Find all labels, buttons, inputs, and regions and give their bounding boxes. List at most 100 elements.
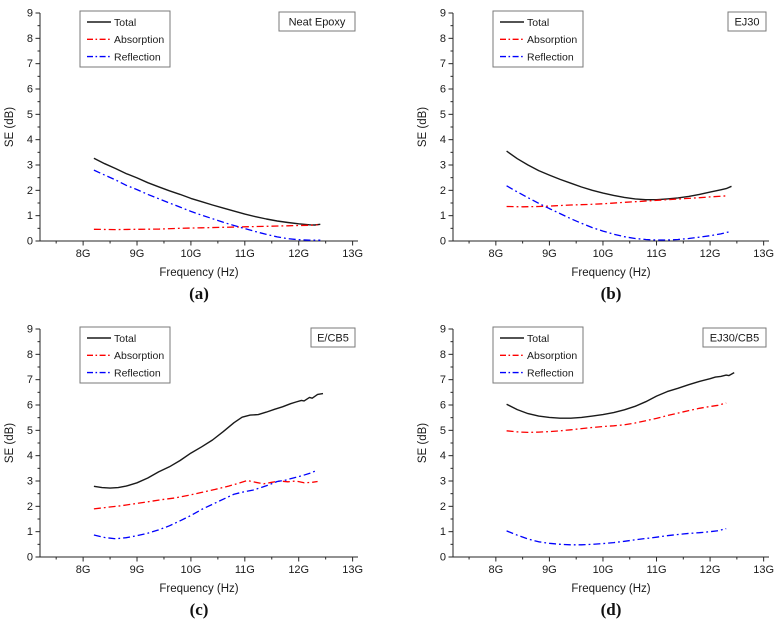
svg-text:Frequency (Hz): Frequency (Hz) <box>159 583 238 595</box>
svg-text:9G: 9G <box>542 564 557 576</box>
svg-text:0: 0 <box>27 552 33 564</box>
svg-text:12G: 12G <box>288 564 309 576</box>
svg-text:Absorption: Absorption <box>527 350 577 362</box>
svg-text:8: 8 <box>27 33 33 45</box>
svg-text:5: 5 <box>440 425 446 437</box>
svg-text:5: 5 <box>27 425 33 437</box>
svg-text:7: 7 <box>27 58 33 70</box>
svg-text:2: 2 <box>27 185 33 197</box>
chart-cell-c: 8G 9G 10G 11G 12G 13G 0 1 2 3 4 5 6 7 8 9 Frequency (Hz)… <box>0 316 391 633</box>
svg-text:8G: 8G <box>489 564 504 576</box>
svg-text:11G: 11G <box>235 248 255 260</box>
svg-text:10G: 10G <box>181 248 202 260</box>
svg-text:11G: 11G <box>647 564 667 576</box>
svg-text:4: 4 <box>27 134 33 146</box>
chart-c-e-cb5: 8G 9G 10G 11G 12G 13G 0 1 2 3 4 5 6 7 8 9 Frequency (Hz)… <box>4 324 363 596</box>
svg-text:1: 1 <box>27 210 33 222</box>
chart-d-ej30-cb5: 8G 9G 10G 11G 12G 13G 0 1 2 3 4 5 6 7 8 9 Frequency (Hz)… <box>417 324 774 596</box>
svg-text:SE (dB): SE (dB) <box>417 107 429 147</box>
svg-text:12G: 12G <box>700 564 721 576</box>
svg-text:E/CB5: E/CB5 <box>317 333 349 345</box>
svg-text:8: 8 <box>27 349 33 361</box>
svg-text:Reflection: Reflection <box>114 51 161 63</box>
svg-text:3: 3 <box>440 160 446 172</box>
svg-text:Total: Total <box>114 333 136 345</box>
svg-text:7: 7 <box>27 374 33 386</box>
chart-cell-b: 8G 9G 10G 11G 12G 13G 0 1 2 3 4 5 6 7 8 9 Frequency (Hz)… <box>391 0 783 316</box>
svg-text:Frequency (Hz): Frequency (Hz) <box>571 267 650 279</box>
svg-text:9: 9 <box>440 8 446 20</box>
chart-b-ej30: 8G 9G 10G 11G 12G 13G 0 1 2 3 4 5 6 7 8 9 Frequency (Hz)… <box>417 8 774 280</box>
svg-text:9: 9 <box>27 8 33 20</box>
svg-text:6: 6 <box>27 400 33 412</box>
svg-text:7: 7 <box>440 374 446 386</box>
svg-text:13G: 13G <box>342 564 363 576</box>
chart-cell-d: 8G 9G 10G 11G 12G 13G 0 1 2 3 4 5 6 7 8 9 Frequency (Hz)… <box>391 316 783 633</box>
svg-text:Frequency (Hz): Frequency (Hz) <box>159 267 238 279</box>
svg-text:2: 2 <box>440 185 446 197</box>
svg-text:3: 3 <box>27 476 33 488</box>
svg-text:0: 0 <box>27 236 33 248</box>
svg-text:7: 7 <box>440 58 446 70</box>
svg-text:4: 4 <box>440 450 446 462</box>
svg-text:6: 6 <box>27 84 33 96</box>
svg-text:Total: Total <box>114 17 136 29</box>
svg-text:Absorption: Absorption <box>114 350 164 362</box>
svg-text:10G: 10G <box>181 564 202 576</box>
svg-text:12G: 12G <box>700 248 721 260</box>
svg-text:0: 0 <box>440 552 446 564</box>
svg-text:Reflection: Reflection <box>527 51 574 63</box>
svg-text:8G: 8G <box>489 248 504 260</box>
svg-text:6: 6 <box>440 400 446 412</box>
svg-text:4: 4 <box>440 134 446 146</box>
svg-text:5: 5 <box>440 109 446 121</box>
svg-text:9: 9 <box>440 324 446 336</box>
svg-text:Frequency (Hz): Frequency (Hz) <box>571 583 650 595</box>
svg-text:EJ30: EJ30 <box>734 17 759 29</box>
svg-text:Absorption: Absorption <box>527 34 577 46</box>
svg-text:11G: 11G <box>235 564 255 576</box>
svg-text:8: 8 <box>440 33 446 45</box>
svg-text:13G: 13G <box>753 564 774 576</box>
svg-text:1: 1 <box>440 210 446 222</box>
svg-text:Neat Epoxy: Neat Epoxy <box>289 17 346 29</box>
svg-text:Absorption: Absorption <box>114 34 164 46</box>
svg-text:0: 0 <box>440 236 446 248</box>
svg-text:9: 9 <box>27 324 33 336</box>
svg-text:2: 2 <box>440 501 446 513</box>
svg-text:2: 2 <box>27 501 33 513</box>
svg-text:13G: 13G <box>342 248 363 260</box>
svg-text:Total: Total <box>527 17 549 29</box>
svg-text:SE (dB): SE (dB) <box>4 423 16 463</box>
svg-text:8: 8 <box>440 349 446 361</box>
chart-caption-c: (c) <box>189 600 209 619</box>
svg-text:10G: 10G <box>593 564 614 576</box>
svg-text:10G: 10G <box>593 248 614 260</box>
svg-text:EJ30/CB5: EJ30/CB5 <box>710 333 760 345</box>
svg-text:13G: 13G <box>753 248 774 260</box>
chart-caption-a: (a) <box>189 284 209 303</box>
svg-text:9G: 9G <box>130 564 145 576</box>
svg-text:1: 1 <box>440 526 446 538</box>
chart-a-neat-epoxy: 8G 9G 10G 11G 12G 13G 0 1 2 3 4 5 6 7 8 9 Frequency (Hz)… <box>4 8 363 280</box>
svg-text:3: 3 <box>440 476 446 488</box>
svg-text:8G: 8G <box>76 564 91 576</box>
svg-text:6: 6 <box>440 84 446 96</box>
svg-text:4: 4 <box>27 450 33 462</box>
chart-caption-b: (b) <box>600 284 622 303</box>
svg-text:9G: 9G <box>542 248 557 260</box>
chart-caption-d: (d) <box>600 600 622 619</box>
svg-text:SE (dB): SE (dB) <box>417 423 429 463</box>
svg-text:11G: 11G <box>647 248 667 260</box>
svg-text:3: 3 <box>27 160 33 172</box>
svg-text:1: 1 <box>27 526 33 538</box>
svg-text:12G: 12G <box>288 248 309 260</box>
svg-text:Reflection: Reflection <box>527 367 574 379</box>
svg-text:Reflection: Reflection <box>114 367 161 379</box>
svg-text:8G: 8G <box>76 248 91 260</box>
svg-text:5: 5 <box>27 109 33 121</box>
chart-cell-a: 8G 9G 10G 11G 12G 13G 0 1 2 3 4 5 6 7 8 9 Frequency (Hz)… <box>0 0 391 316</box>
svg-text:9G: 9G <box>130 248 145 260</box>
svg-text:Total: Total <box>527 333 549 345</box>
